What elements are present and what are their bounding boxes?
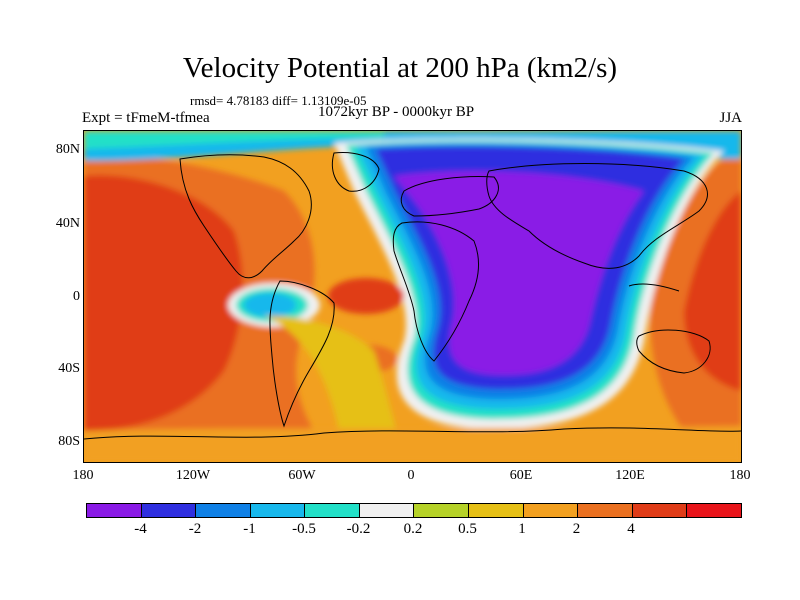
field-yellow-band [264, 316, 404, 462]
coast-africa [392, 221, 479, 362]
lat-tick-80s: 80S [58, 434, 80, 449]
coastlines [84, 152, 741, 440]
colorbar-label-0: -4 [134, 521, 147, 537]
lon-tick-0: 0 [407, 468, 415, 483]
season-label: JJA [719, 110, 742, 126]
lon-tick-120w: 120W [175, 468, 211, 483]
colorbar-label-5: 0.2 [403, 521, 423, 537]
map-canvas [84, 131, 741, 462]
colorbar-label-2: -1 [243, 521, 256, 537]
colorbar-box-2 [196, 504, 251, 517]
colorbar-box-4 [305, 504, 360, 517]
coast-asia [486, 163, 708, 269]
colorbar-box-0 [87, 504, 142, 517]
field-pacific-west-4 [84, 175, 243, 431]
colorbar-box-5 [359, 504, 415, 517]
coast-antarctica [84, 427, 741, 440]
coast-south-america [269, 280, 335, 428]
colorbar-label-1: -2 [188, 521, 202, 537]
colorbar-label-7: 1 [518, 521, 526, 537]
lat-tick-80n: 80N [55, 142, 80, 157]
field-atlantic-high [328, 278, 404, 314]
velocity-potential-map [83, 130, 742, 463]
colorbar-label-3: -0.5 [292, 521, 316, 537]
field-sa-blue [244, 293, 296, 317]
field-neg-4 [394, 171, 644, 376]
field-pacific-east-4 [684, 191, 741, 391]
lon-tick-180e: 180 [729, 468, 751, 483]
colorbar-label-9: 4 [627, 521, 635, 537]
rmsd-diff-stats: rmsd= 4.78183 diff= 1.13109e-05 [190, 93, 367, 108]
field-south-band [84, 426, 741, 462]
lon-tick-120e: 120E [615, 468, 645, 483]
colorbar-label-4: -0.2 [346, 521, 371, 537]
colorbar-box-7 [469, 504, 524, 517]
experiment-label: Expt = tFmeM-tfmea [82, 110, 210, 126]
coast-indonesia [628, 283, 680, 292]
coast-australia [636, 329, 711, 374]
coast-greenland [331, 152, 380, 192]
lon-tick-60w: 60W [288, 468, 316, 483]
plot-title: Velocity Potential at 200 hPa (km2/s) [182, 52, 618, 84]
colorbar-box-8 [523, 504, 579, 517]
colorbar-label-8: 2 [572, 521, 581, 537]
colorbar [86, 503, 742, 518]
coast-europe [400, 176, 499, 217]
colorbar-box-10 [632, 504, 688, 517]
colorbar-box-11 [687, 504, 741, 517]
colorbar-box-6 [414, 504, 470, 517]
lon-tick-180w: 180 [72, 468, 94, 483]
colorbar-box-9 [578, 504, 633, 517]
colorbar-label-6: 0.5 [458, 521, 477, 537]
period-label: 1072kyr BP - 0000kyr BP [318, 104, 475, 120]
field-north-edge [84, 131, 384, 149]
coast-north-america [179, 154, 312, 279]
colorbar-box-1 [141, 504, 197, 517]
lat-tick-40s: 40S [58, 361, 80, 376]
colorbar-box-3 [250, 504, 306, 517]
lon-tick-60e: 60E [509, 468, 533, 483]
lat-tick-40n: 40N [55, 216, 80, 231]
lat-tick-0: 0 [73, 289, 80, 304]
